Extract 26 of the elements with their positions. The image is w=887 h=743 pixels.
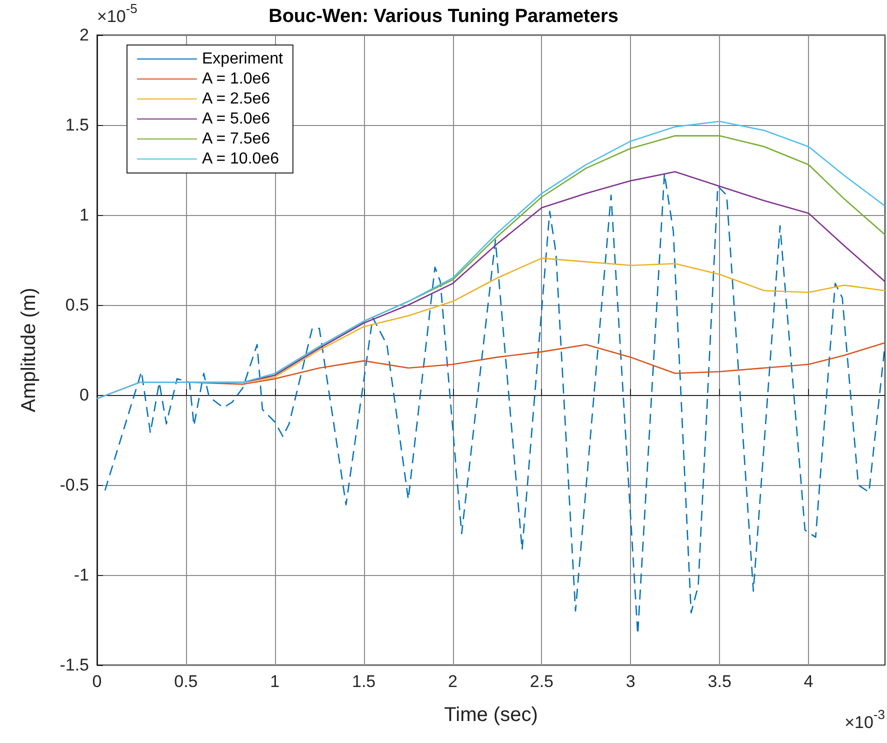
x-tick-label: 1.5 [352,672,376,691]
x-tick-label: 2.5 [530,672,554,691]
legend-label: A = 7.5e6 [202,130,270,148]
chart-title: Bouc-Wen: Various Tuning Parameters [268,6,618,27]
y-axis-title: Amplitude (m) [18,288,40,412]
y-tick-label: 2 [80,26,89,44]
y-tick-label: 0 [80,386,89,404]
legend-label: A = 5.0e6 [202,110,270,128]
legend-label: A = 1.0e6 [202,70,270,88]
y-tick-label: 1 [80,206,89,224]
x-tick-label: 4 [804,672,814,691]
y-tick-label: 0.5 [65,296,89,314]
x-tick-label: 1 [270,672,280,691]
x-tick-label: 2 [448,672,458,691]
y-tick-label: -1 [74,566,89,584]
x-tick-label: 3 [626,672,636,691]
y-tick-label: 1.5 [65,116,89,134]
x-tick-label: 3.5 [708,672,732,691]
x-axis-title: Time (sec) [444,704,538,726]
x-tick-label: 0.5 [174,672,198,691]
y-tick-label: -0.5 [60,476,89,494]
legend-label: Experiment [202,50,284,68]
y-tick-label: -1.5 [60,656,89,674]
legend-label: A = 10.0e6 [202,150,280,168]
legend-label: A = 2.5e6 [202,90,270,108]
x-tick-label: 0 [92,672,102,691]
